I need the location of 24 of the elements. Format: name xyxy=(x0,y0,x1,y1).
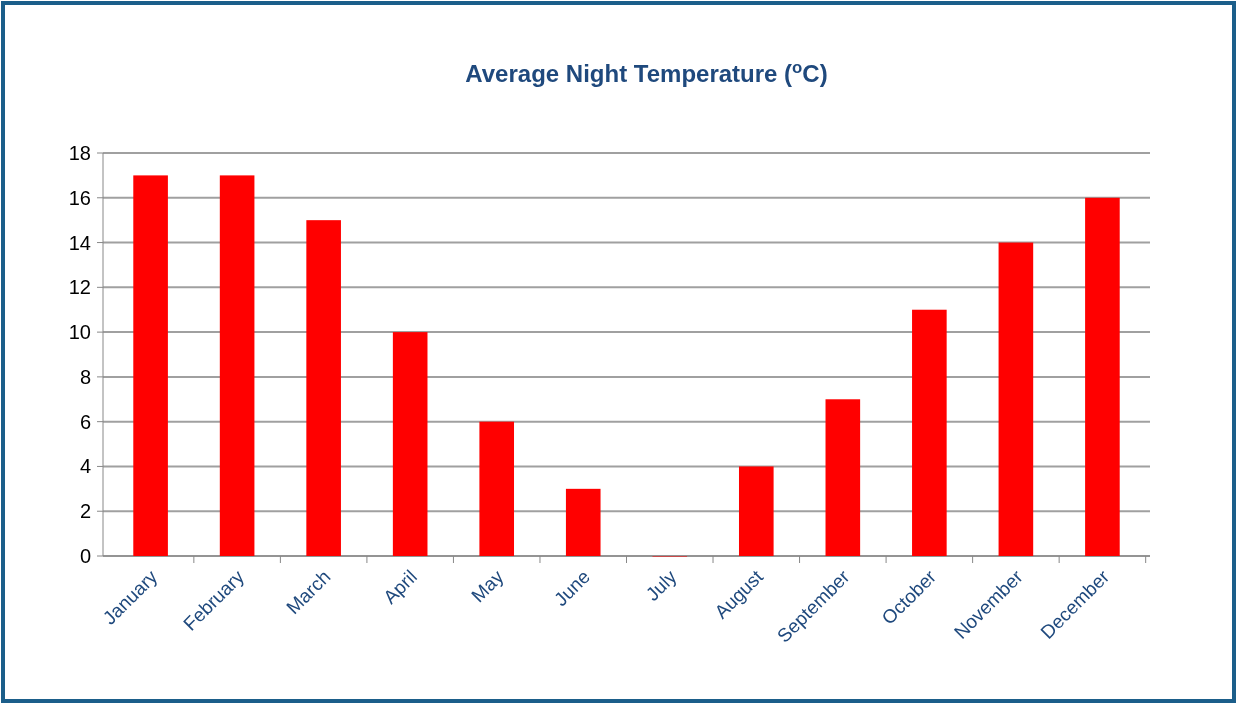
bar xyxy=(219,175,255,556)
y-tick-label: 18 xyxy=(68,142,91,164)
y-tick-label: 0 xyxy=(79,545,91,567)
bar xyxy=(1085,197,1120,556)
y-tick-label: 14 xyxy=(68,231,91,254)
y-tick-label: 10 xyxy=(68,321,91,344)
bar xyxy=(912,309,947,556)
x-tick-label: May xyxy=(467,565,508,607)
y-tick-label: 2 xyxy=(79,500,91,523)
y-tick-label: 6 xyxy=(79,410,91,433)
chart-title: Average Night Temperature ($^{o}$C) xyxy=(465,57,828,87)
y-tick-label: 16 xyxy=(68,186,91,209)
bar xyxy=(998,242,1034,556)
bar xyxy=(133,175,168,556)
y-tick-label: 12 xyxy=(68,276,91,299)
bar xyxy=(565,488,601,556)
y-tick-label: 4 xyxy=(79,455,91,478)
bar xyxy=(825,399,861,556)
bar xyxy=(738,466,774,556)
bar xyxy=(392,332,428,556)
x-tick-label: July xyxy=(641,565,681,605)
bar xyxy=(479,421,515,556)
bar xyxy=(306,220,341,556)
y-tick-label: 8 xyxy=(79,365,91,388)
